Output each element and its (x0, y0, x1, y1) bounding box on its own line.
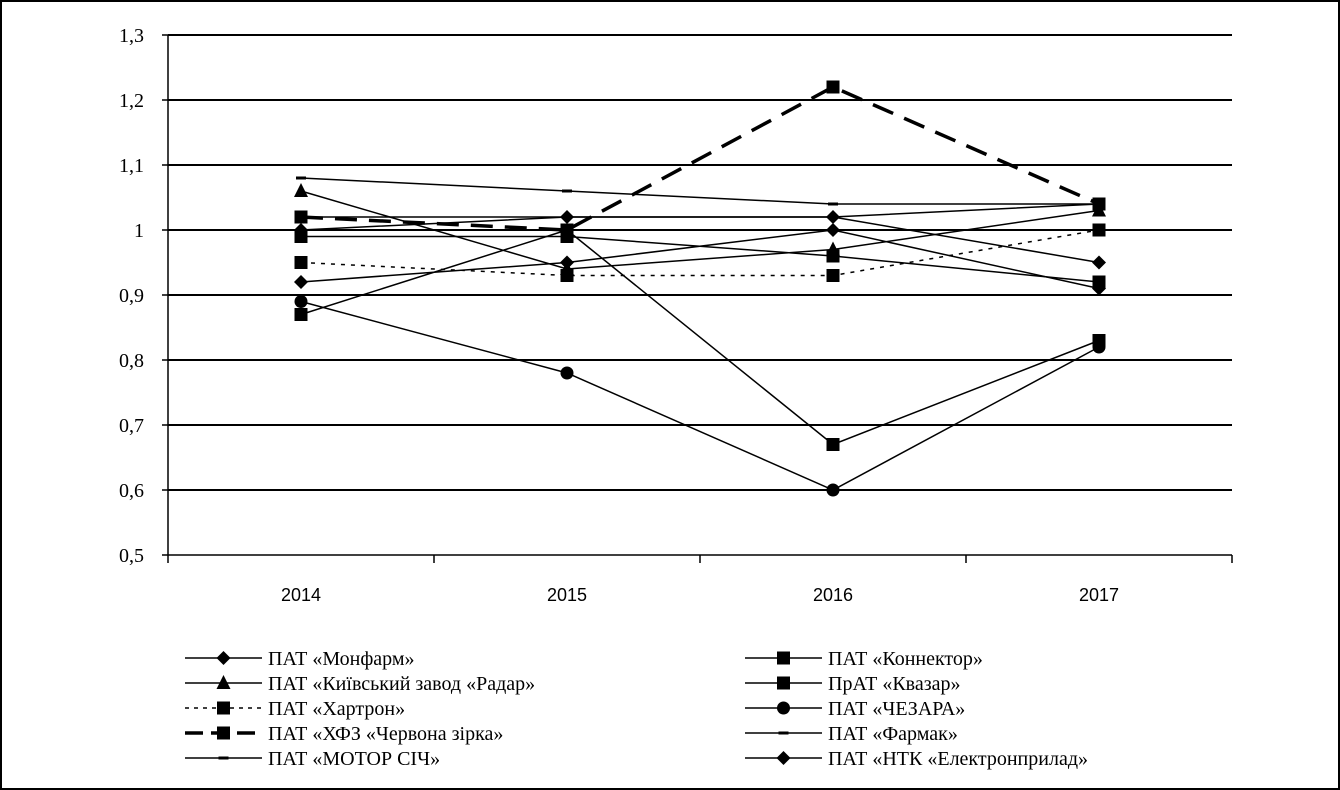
legend-item: ПрАТ «Квазар» (745, 673, 961, 695)
series-line (300, 229, 1100, 290)
series-line (300, 190, 1100, 270)
data-point (562, 189, 572, 193)
legend-item: ПАТ «НТК «Електронприлад» (745, 748, 1088, 770)
series-line (301, 203, 1100, 218)
data-point (826, 438, 840, 451)
series (296, 202, 1104, 219)
data-point (560, 223, 574, 237)
series-line (300, 177, 1099, 205)
y-tick-label: 1,2 (119, 90, 144, 112)
legend-label: ПАТ «МОТОР СІЧ» (268, 748, 440, 770)
data-point (1092, 281, 1106, 296)
legend-label: ПАТ «НТК «Електронприлад» (828, 748, 1088, 770)
legend-label: ПАТ «ЧЕЗАРА» (828, 698, 965, 720)
data-point (294, 230, 308, 243)
x-tick-label: 2016 (813, 585, 853, 605)
data-point (294, 275, 308, 289)
y-tick-label: 1,1 (119, 155, 144, 177)
series-line (300, 229, 1100, 277)
legend-marker (777, 676, 790, 690)
x-tick-label: 2015 (547, 585, 587, 605)
data-point (826, 269, 840, 282)
data-point (826, 80, 840, 94)
series (294, 295, 1106, 497)
series (294, 223, 1106, 451)
data-point (826, 223, 840, 237)
data-point (828, 215, 838, 219)
data-point (1092, 223, 1106, 237)
legend-label: ПрАТ «Квазар» (828, 673, 961, 695)
y-tick-label: 0,9 (119, 285, 144, 307)
data-point (1092, 340, 1106, 354)
y-tick-label: 0,5 (119, 545, 144, 567)
data-point (560, 255, 574, 270)
data-point (826, 241, 840, 256)
data-point (294, 256, 308, 269)
y-tick-label: 1,3 (119, 25, 144, 47)
data-point (294, 308, 308, 321)
legend-item: ПАТ «Коннектор» (745, 648, 983, 670)
legend-marker (777, 701, 790, 715)
data-point (294, 295, 308, 308)
y-tick-label: 0,8 (119, 350, 144, 372)
series-line (300, 85, 1100, 232)
series (294, 210, 1106, 270)
x-tick-label: 2017 (1079, 585, 1119, 605)
y-tick-label: 0,7 (119, 415, 144, 437)
legend-label: ПАТ «ХФЗ «Червона зірка» (268, 723, 503, 745)
legend-marker (777, 651, 790, 665)
x-tick-label: 2014 (281, 585, 321, 605)
legend-marker (778, 731, 789, 735)
legend-marker (218, 756, 229, 760)
series-line (300, 300, 1100, 491)
series (296, 176, 1104, 206)
legend-label: ПАТ «Коннектор» (828, 648, 983, 670)
legend-label: ПАТ «Київський завод «Радар» (268, 673, 535, 695)
data-point (296, 176, 306, 180)
legend-marker (776, 751, 791, 765)
legend-label: ПАТ «Фармак» (828, 723, 958, 745)
data-point (562, 215, 572, 219)
legend-item: ПАТ «Фармак» (745, 723, 958, 745)
legend-marker (216, 651, 231, 665)
legend-item: ПАТ «Київський завод «Радар» (185, 673, 535, 695)
y-tick-label: 0,6 (119, 480, 144, 502)
series (294, 223, 1106, 296)
data-point (560, 269, 574, 282)
series-layer (294, 80, 1106, 497)
gridlines: 0,5 0,6 0,7 0,8 0,9 1 1,1 1,2 1,3 (119, 25, 1232, 567)
legend-marker (216, 675, 231, 689)
data-point (560, 366, 574, 380)
data-point (828, 202, 838, 206)
legend-item: ПАТ «МОТОР СІЧ» (185, 748, 440, 770)
data-point (826, 483, 840, 497)
legend-marker (217, 701, 230, 715)
axes: 2014 2015 2016 2017 (167, 35, 1233, 605)
data-point (1092, 255, 1106, 270)
series (294, 80, 1106, 237)
data-point (294, 183, 308, 197)
series (294, 223, 1106, 282)
legend: ПАТ «Монфарм» ПАТ «Коннектор» ПАТ «Київськ… (185, 648, 1088, 770)
y-tick-label: 1 (134, 220, 144, 242)
legend-label: ПАТ «Монфарм» (268, 648, 415, 670)
legend-item: ПАТ «ЧЕЗАРА» (745, 698, 965, 720)
legend-label: ПАТ «Хартрон» (268, 698, 405, 720)
legend-marker (217, 726, 230, 740)
legend-item: ПАТ «ХФЗ «Червона зірка» (185, 723, 503, 745)
legend-item: ПАТ «Монфарм» (185, 648, 415, 670)
legend-item: ПАТ «Хартрон» (185, 698, 405, 720)
data-point (1094, 202, 1104, 206)
data-point (296, 215, 306, 219)
